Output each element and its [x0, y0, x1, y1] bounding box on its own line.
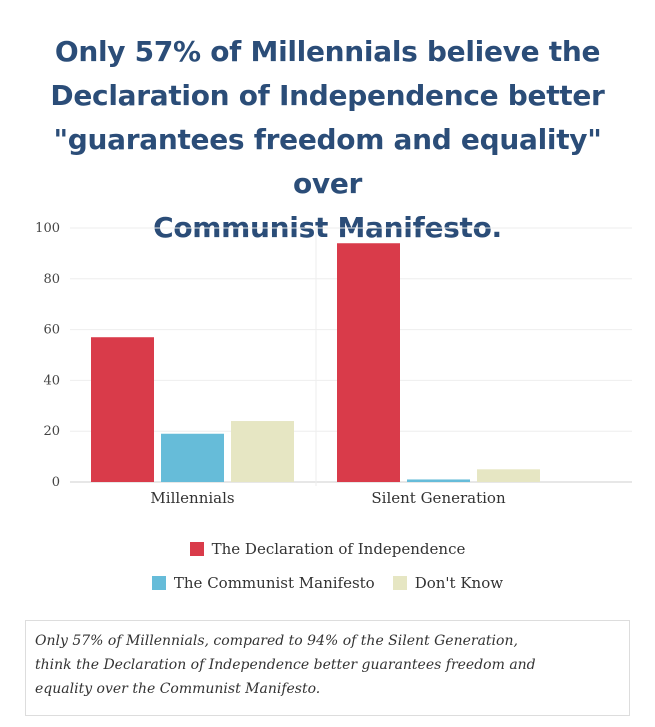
legend-swatch [392, 576, 407, 590]
title-line: Declaration of Independence better [50, 79, 605, 112]
legend-label: The Declaration of Independence [211, 540, 466, 558]
caption-line: think the Declaration of Independence be… [35, 657, 536, 673]
title-line: "guarantees freedom and equality" over [53, 123, 602, 200]
legend-swatch [189, 542, 204, 556]
x-category-label: Silent Generation [371, 489, 506, 507]
x-axis: Millennials Silent Generation [150, 489, 506, 507]
y-tick-label: 60 [43, 323, 60, 338]
caption: Only 57% of Millennials, compared to 94%… [25, 620, 630, 716]
bar[interactable] [337, 243, 400, 482]
legend-swatch [151, 576, 166, 590]
title-line: Only 57% of Millennials believe the [54, 35, 601, 68]
y-axis: 0 20 40 60 80 100 [35, 221, 60, 490]
bar[interactable] [477, 469, 540, 482]
legend-label: Don't Know [414, 574, 504, 592]
legend-label: The Communist Manifesto [173, 574, 375, 592]
caption-line: Only 57% of Millennials, compared to 94%… [35, 633, 518, 649]
y-tick-label: 20 [43, 424, 60, 439]
legend-item-manifesto[interactable]: The Communist Manifesto [151, 574, 375, 592]
bar[interactable] [161, 433, 224, 482]
bar[interactable] [231, 421, 294, 482]
bar[interactable] [91, 337, 154, 482]
y-tick-label: 80 [43, 272, 60, 287]
bar-chart: 0 20 40 60 80 100 Millennials Silent Generatio… [35, 221, 632, 507]
legend: The Declaration of Independence The Comm… [0, 538, 655, 594]
y-tick-label: 100 [35, 221, 60, 236]
bar[interactable] [407, 479, 470, 482]
legend-item-dont-know[interactable]: Don't Know [392, 574, 504, 592]
caption-line: equality over the Communist Manifesto. [35, 681, 321, 697]
bars [91, 243, 540, 482]
y-tick-label: 0 [52, 475, 60, 490]
x-category-label: Millennials [150, 489, 234, 507]
legend-item-declaration[interactable]: The Declaration of Independence [189, 540, 466, 558]
y-tick-label: 40 [43, 373, 60, 388]
